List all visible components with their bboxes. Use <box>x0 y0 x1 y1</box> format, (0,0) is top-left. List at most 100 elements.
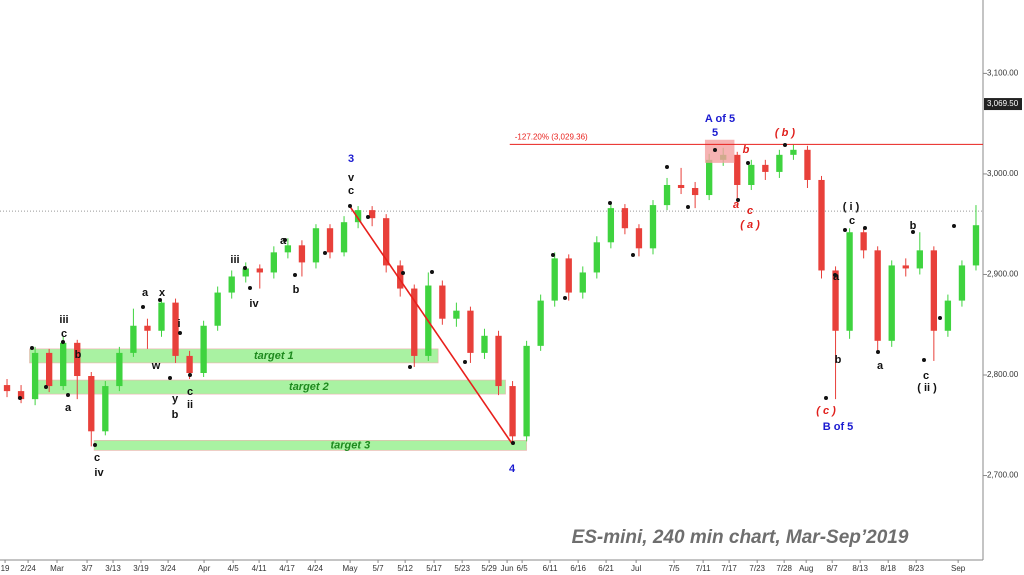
candle-body <box>790 149 797 155</box>
candle-body <box>481 335 488 353</box>
candle-body <box>144 325 151 331</box>
pivot-dot <box>876 350 880 354</box>
candle-body <box>74 342 81 377</box>
candle-body <box>677 184 685 189</box>
candle-body <box>45 352 53 387</box>
x-tick-label: 8/18 <box>880 564 896 573</box>
x-tick-label: 4/24 <box>307 564 323 573</box>
candle-body <box>565 258 572 293</box>
candle-body <box>762 164 769 172</box>
x-tick-label: 3/24 <box>160 564 176 573</box>
target-label: target 2 <box>289 381 329 393</box>
pivot-dot <box>551 253 555 257</box>
x-tick-label: May <box>343 564 358 573</box>
x-tick-label: Jun <box>501 564 514 573</box>
candle-body <box>256 268 263 273</box>
pivot-dot <box>938 316 942 320</box>
wave-label: ( c ) <box>816 405 836 417</box>
pivot-dot <box>824 396 828 400</box>
x-tick-label: 3/13 <box>105 564 121 573</box>
last-price-flag <box>984 98 1022 111</box>
pivot-dot <box>952 224 956 228</box>
candle-body <box>186 355 193 373</box>
candle-body <box>270 252 277 273</box>
candle-body <box>551 258 558 301</box>
y-tick-label: 2,800.00 <box>987 370 1019 379</box>
x-tick-label: 5/12 <box>397 564 413 573</box>
candle-body <box>663 184 671 206</box>
wave-label: w <box>151 360 161 372</box>
wave-label: x <box>159 287 166 299</box>
x-tick-label: 7/17 <box>721 564 737 573</box>
pivot-dot <box>283 238 287 242</box>
candle-body <box>593 242 600 273</box>
x-tick-label: 7/11 <box>696 564 712 573</box>
wave-label: a <box>280 235 287 247</box>
candle-body <box>846 232 853 331</box>
pivot-dot <box>348 204 352 208</box>
wave-label: ( b ) <box>775 127 795 139</box>
pivot-dot <box>631 253 635 257</box>
wave-label: b <box>910 220 917 232</box>
wave-label: c <box>747 205 753 217</box>
candle-body <box>31 352 39 400</box>
wave-label: c <box>187 386 193 398</box>
candle-body <box>3 385 11 392</box>
x-tick-label: 8/23 <box>908 564 924 573</box>
target-label: target 3 <box>330 439 370 451</box>
wave-label: a <box>733 199 739 211</box>
wave-label: 3 <box>348 153 354 165</box>
x-tick-label: 8/7 <box>827 564 839 573</box>
pivot-dot <box>401 271 405 275</box>
candle-body <box>439 285 446 319</box>
pivot-dot <box>746 161 750 165</box>
x-tick-label: 4/17 <box>279 564 295 573</box>
candle-body <box>130 325 137 353</box>
x-tick-label: Sep <box>951 564 966 573</box>
candle-body <box>354 210 362 223</box>
wave-label: b <box>75 349 82 361</box>
pivot-dot <box>243 266 247 270</box>
x-tick-label: 3/7 <box>82 564 94 573</box>
x-tick-label: 4/5 <box>228 564 240 573</box>
pivot-dot <box>511 441 515 445</box>
candle-body <box>284 245 292 253</box>
y-tick-label: 2,900.00 <box>987 270 1019 279</box>
pivot-dot <box>608 201 612 205</box>
x-tick-label: 7/28 <box>776 564 792 573</box>
candle-body <box>706 159 713 196</box>
wave-label: a <box>65 402 72 414</box>
pivot-dot <box>713 148 717 152</box>
candle-body <box>495 335 502 387</box>
candle-body <box>326 228 334 253</box>
pivot-dot <box>563 296 567 300</box>
x-tick-label: 5/17 <box>426 564 442 573</box>
wave-label: y <box>172 393 179 405</box>
x-tick-label: 7/5 <box>668 564 680 573</box>
candle-body <box>804 149 811 180</box>
candle-body <box>383 218 390 266</box>
candle-body <box>411 288 418 356</box>
wave-label: b <box>743 144 750 156</box>
wave-label: a <box>833 271 840 283</box>
pivot-dot <box>141 305 145 309</box>
wave-label: c <box>61 328 67 340</box>
candle-body <box>635 228 643 249</box>
pivot-dot <box>833 273 837 277</box>
x-tick-label: Mar <box>50 564 64 573</box>
trendline <box>349 205 514 445</box>
x-tick-label: 5/29 <box>481 564 497 573</box>
pivot-dot <box>30 346 34 350</box>
candle-body <box>509 386 516 437</box>
candle-body <box>368 210 376 219</box>
candle-body <box>60 342 67 387</box>
candle-body <box>172 302 179 356</box>
candle-body <box>860 232 867 251</box>
target-label: target 1 <box>254 350 294 362</box>
wave-label: b <box>293 284 300 296</box>
wave-label: c <box>923 370 929 382</box>
x-tick-label: 6/21 <box>598 564 614 573</box>
wave-label: iv <box>249 298 259 310</box>
wave-label: ( a ) <box>740 219 760 231</box>
